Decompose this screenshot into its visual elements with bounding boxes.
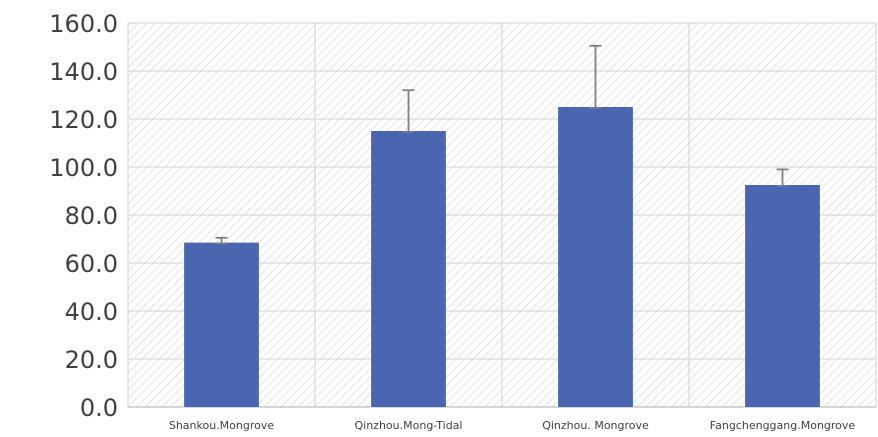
error-bars xyxy=(215,44,789,245)
bars xyxy=(184,107,820,407)
y-tick-label: 140.0 xyxy=(49,58,118,86)
bar xyxy=(745,185,820,407)
x-tick-label: Shankou.Mongrove xyxy=(169,419,275,432)
y-tick-label: 80.0 xyxy=(65,202,118,230)
y-tick-label: 160.0 xyxy=(49,10,118,38)
x-axis: Shankou.Mongrove Qinzhou.Mong-Tidal Qinzho… xyxy=(169,419,856,432)
y-tick-label: 0.0 xyxy=(80,394,118,422)
x-tick-label: Qinzhou.Mong-Tidal xyxy=(355,419,463,432)
bar xyxy=(371,131,446,407)
y-tick-label: 60.0 xyxy=(65,250,118,278)
bar xyxy=(558,107,633,407)
bar xyxy=(184,242,259,407)
y-tick-label: 120.0 xyxy=(49,106,118,134)
y-tick-label: 100.0 xyxy=(49,154,118,182)
y-tick-label: 20.0 xyxy=(65,346,118,374)
y-tick-label: 40.0 xyxy=(65,298,118,326)
x-tick-label: Fangchenggang.Mongrove xyxy=(710,419,856,432)
y-axis: 0.0 20.0 40.0 60.0 80.0 100.0 120.0 140.0 160.0 xyxy=(49,10,118,422)
x-tick-label: Qinzhou. Mongrove xyxy=(542,419,649,432)
